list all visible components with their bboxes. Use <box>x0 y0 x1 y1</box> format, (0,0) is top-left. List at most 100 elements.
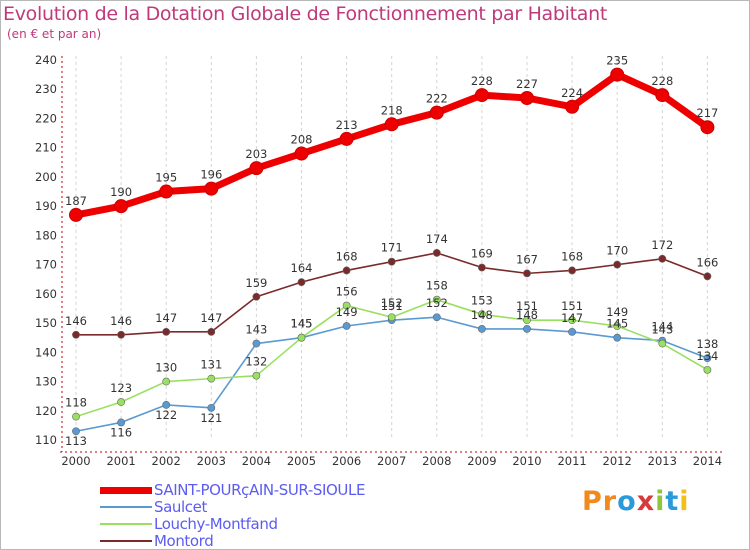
data-label: 147 <box>561 311 583 325</box>
logo-letter: x <box>636 486 656 517</box>
data-point <box>432 313 441 322</box>
y-tick-label: 160 <box>35 287 57 301</box>
x-tick-label: 2003 <box>197 454 226 468</box>
x-tick-label: 2010 <box>512 454 541 468</box>
data-label: 143 <box>651 323 673 337</box>
data-point <box>523 325 531 333</box>
data-point <box>477 325 486 333</box>
data-point <box>117 330 125 339</box>
legend-swatch <box>100 523 152 525</box>
data-label: 158 <box>426 279 448 293</box>
data-point <box>162 377 171 386</box>
data-point <box>523 269 531 278</box>
legend-swatch <box>100 486 152 494</box>
data-label: 168 <box>336 249 358 263</box>
data-point <box>117 398 125 406</box>
data-point <box>117 418 125 427</box>
logo-letter: P <box>582 486 603 517</box>
data-point <box>342 266 351 275</box>
data-point <box>297 333 306 342</box>
x-tick-label: 2000 <box>61 454 90 468</box>
data-label: 168 <box>561 249 583 263</box>
data-label: 130 <box>155 361 177 375</box>
x-tick-label: 2012 <box>603 454 632 468</box>
data-point <box>207 327 216 336</box>
data-point <box>613 260 622 269</box>
data-label: 224 <box>561 86 583 100</box>
data-label: 138 <box>696 337 718 351</box>
data-point <box>520 91 534 105</box>
data-point <box>613 333 622 342</box>
data-label: 151 <box>561 299 583 313</box>
legend-swatch <box>100 506 152 508</box>
data-label: 159 <box>245 276 267 290</box>
data-label: 166 <box>696 255 718 269</box>
data-label: 203 <box>245 147 267 161</box>
x-tick-label: 2002 <box>152 454 181 468</box>
data-point <box>613 322 622 330</box>
data-point <box>568 266 576 275</box>
x-tick-label: 2014 <box>693 454 722 468</box>
x-tick-label: 2011 <box>557 454 586 468</box>
data-label: 143 <box>245 323 267 337</box>
data-point <box>474 88 489 103</box>
data-point <box>207 403 216 412</box>
data-point <box>114 199 129 214</box>
data-point <box>477 310 486 319</box>
x-tick-label: 2005 <box>287 454 316 468</box>
data-label: 153 <box>471 293 493 307</box>
data-label: 146 <box>110 314 132 328</box>
data-point <box>204 181 219 196</box>
data-point <box>162 401 171 409</box>
data-label: 151 <box>516 299 538 313</box>
data-point <box>72 427 80 436</box>
data-label: 132 <box>245 355 267 369</box>
data-label: 195 <box>155 171 177 185</box>
data-label: 172 <box>651 238 673 252</box>
data-point <box>294 146 309 161</box>
x-tick-label: 2004 <box>242 454 271 468</box>
x-tick-label: 2007 <box>377 454 406 468</box>
data-point <box>342 322 351 330</box>
data-label: 113 <box>65 434 87 448</box>
y-tick-label: 170 <box>35 258 57 272</box>
y-tick-label: 150 <box>35 316 57 330</box>
data-label: 122 <box>155 408 177 422</box>
y-tick-label: 200 <box>35 170 57 184</box>
data-point <box>568 327 576 336</box>
y-tick-label: 210 <box>35 141 57 155</box>
data-label: 148 <box>516 308 538 322</box>
data-point <box>477 263 486 272</box>
y-tick-label: 110 <box>35 433 57 447</box>
data-point <box>162 327 171 336</box>
data-label: 147 <box>155 311 177 325</box>
data-point <box>159 184 174 199</box>
data-label: 228 <box>471 74 493 88</box>
x-tick-label: 2001 <box>106 454 135 468</box>
y-tick-label: 180 <box>35 228 57 242</box>
data-point <box>568 316 576 325</box>
data-label: 134 <box>696 349 718 363</box>
legend-swatch <box>100 540 152 542</box>
y-tick-label: 220 <box>35 111 57 125</box>
data-label: 145 <box>291 317 313 331</box>
data-point <box>252 371 261 380</box>
data-label: 149 <box>336 305 358 319</box>
data-label: 227 <box>516 77 538 91</box>
data-point <box>565 99 580 114</box>
page-title: Evolution de la Dotation Globale de Fonc… <box>3 3 608 25</box>
data-point <box>72 412 80 421</box>
logo-letter: o <box>617 486 637 517</box>
data-label: 116 <box>110 425 132 439</box>
y-tick-label: 240 <box>35 53 57 67</box>
data-point <box>387 313 396 322</box>
data-label: 123 <box>110 381 132 395</box>
data-label: 118 <box>65 396 87 410</box>
y-tick-label: 120 <box>35 404 57 418</box>
y-tick-label: 190 <box>35 199 57 213</box>
data-point <box>658 254 667 263</box>
data-label: 151 <box>381 299 403 313</box>
data-point <box>339 131 354 146</box>
